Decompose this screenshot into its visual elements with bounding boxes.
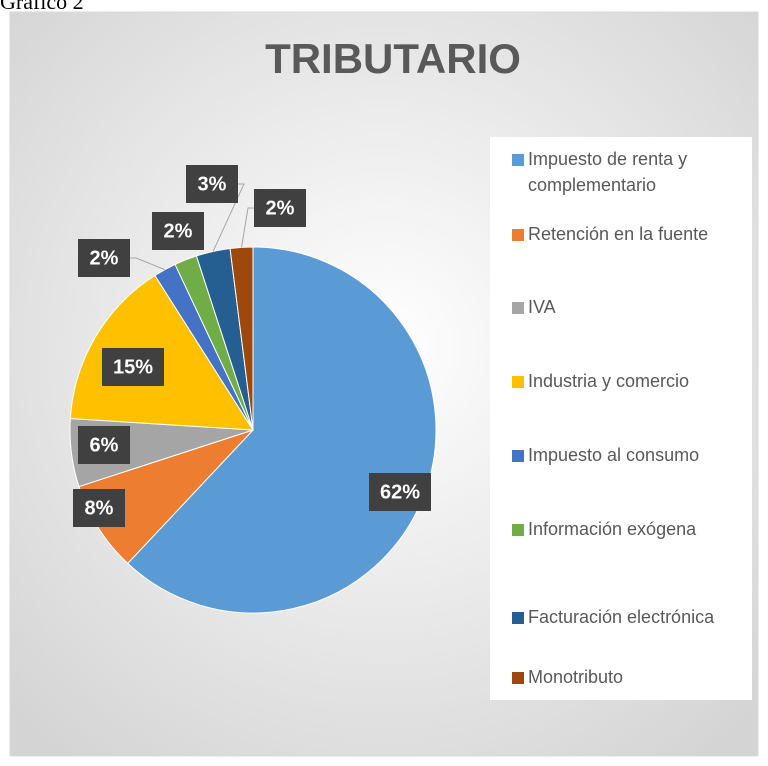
data-label-box [78, 239, 130, 277]
legend-swatch [512, 612, 524, 624]
legend-entry: Facturación electrónica [512, 607, 715, 627]
leader-line [241, 207, 254, 248]
data-label-box [369, 473, 431, 511]
data-label-box [78, 426, 130, 464]
chart-title: TRIBUTARIO [265, 35, 521, 82]
data-label-box [73, 489, 125, 527]
data-label: 6% [90, 434, 119, 456]
data-label-box [102, 348, 164, 386]
data-label-box [152, 212, 204, 250]
leader-line [130, 257, 166, 271]
legend-box [490, 137, 752, 700]
data-label: 8% [85, 497, 114, 519]
legend-entry: Información exógena [512, 519, 697, 539]
legend-swatch [512, 154, 524, 166]
legend-label: IVA [528, 297, 556, 317]
legend-label: Industria y comercio [528, 371, 689, 391]
data-label: 15% [113, 356, 153, 378]
legend-swatch [512, 229, 524, 241]
legend-entry: Industria y comercio [512, 371, 689, 391]
legend-label: Facturación electrónica [528, 607, 715, 627]
legend-entry: IVA [512, 297, 556, 317]
data-label: 2% [266, 197, 295, 219]
legend-label: Información exógena [528, 519, 697, 539]
caption: Gráfico 2 [0, 0, 84, 14]
legend-swatch [512, 450, 524, 462]
data-label: 2% [164, 220, 193, 242]
legend-label: Monotributo [528, 667, 623, 687]
legend-entry: Impuesto de renta y complementario [512, 149, 687, 195]
pie-slice [78, 429, 254, 565]
data-label: 3% [198, 173, 227, 195]
leader-line [212, 183, 245, 252]
legend-entry: Impuesto al consumo [512, 445, 699, 465]
legend-swatch [512, 672, 524, 684]
legend-swatch [512, 302, 524, 314]
legend-entry: Monotributo [512, 667, 623, 687]
legend-label: Retención en la fuente [528, 224, 708, 244]
legend-label: Impuesto de renta y complementario [528, 149, 687, 195]
legend-swatch [512, 376, 524, 388]
data-label-box [186, 165, 238, 203]
data-label: 2% [90, 247, 119, 269]
legend-label: Impuesto al consumo [528, 445, 699, 465]
legend-swatch [512, 524, 524, 536]
data-label-box [254, 189, 306, 227]
legend-entry: Retención en la fuente [512, 224, 708, 244]
data-label: 62% [380, 481, 420, 503]
